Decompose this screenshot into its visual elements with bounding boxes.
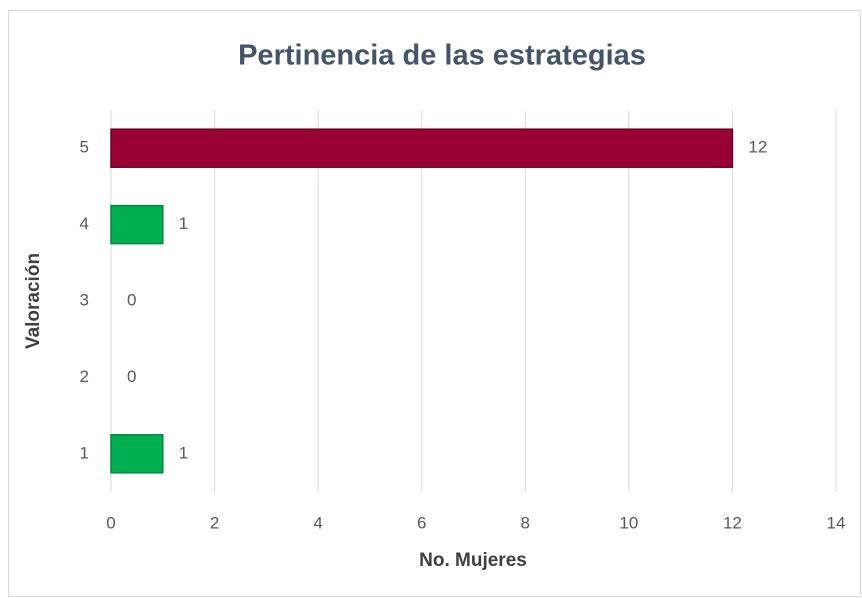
bar [110, 204, 164, 245]
x-tick-label: 12 [723, 513, 742, 532]
x-tick-label: 8 [521, 513, 530, 532]
y-tick-label: 5 [80, 138, 89, 157]
bar [110, 128, 734, 168]
x-tick-label: 0 [106, 513, 115, 532]
y-tick-label: 3 [80, 290, 89, 309]
x-tick-label: 4 [313, 513, 322, 532]
x-axis-title: No. Mujeres [419, 550, 527, 571]
bar [110, 434, 164, 474]
x-tick-label: 14 [827, 513, 846, 532]
chart-border [8, 10, 861, 597]
data-label: 12 [748, 138, 767, 157]
y-tick-label: 1 [80, 443, 89, 462]
data-label: 1 [179, 214, 188, 233]
data-label: 1 [179, 443, 188, 462]
x-tick-label: 6 [417, 513, 426, 532]
y-tick-label: 4 [80, 214, 89, 233]
x-tick-label: 2 [210, 513, 219, 532]
y-tick-label: 2 [80, 367, 89, 386]
data-label: 0 [127, 367, 136, 386]
data-label: 0 [127, 290, 136, 309]
y-axis-title: Valoración [23, 253, 44, 349]
x-tick-label: 10 [619, 513, 638, 532]
chart-title: Pertinencia de las estrategias [238, 40, 646, 72]
